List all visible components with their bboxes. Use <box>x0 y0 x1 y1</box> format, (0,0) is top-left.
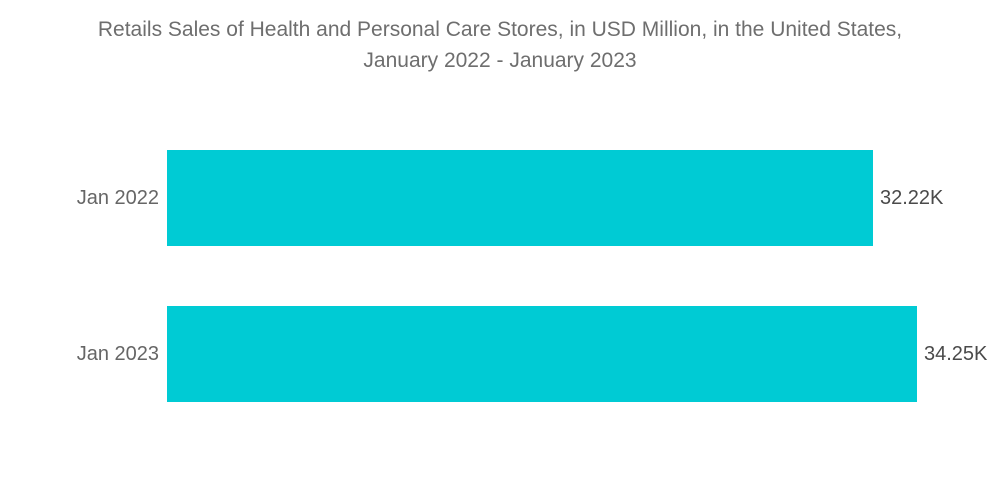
chart-title-line-1: Retails Sales of Health and Personal Car… <box>97 18 903 41</box>
value-label-jan-2022: 32.22K <box>880 186 944 209</box>
bar-jan-2023[interactable] <box>167 306 917 402</box>
bar-row-jan-2023: Jan 2023 34.25K <box>0 306 1000 402</box>
value-label-jan-2023: 34.25K <box>924 342 988 365</box>
chart-title-line-2: January 2022 - January 2023 <box>363 49 637 72</box>
category-label-jan-2023: Jan 2023 <box>76 342 159 365</box>
bar-row-jan-2022: Jan 2022 32.22K <box>0 150 1000 246</box>
category-label-jan-2022: Jan 2022 <box>76 186 159 209</box>
bar-jan-2022[interactable] <box>167 150 873 246</box>
chart-title: Retails Sales of Health and Personal Car… <box>0 14 1000 76</box>
